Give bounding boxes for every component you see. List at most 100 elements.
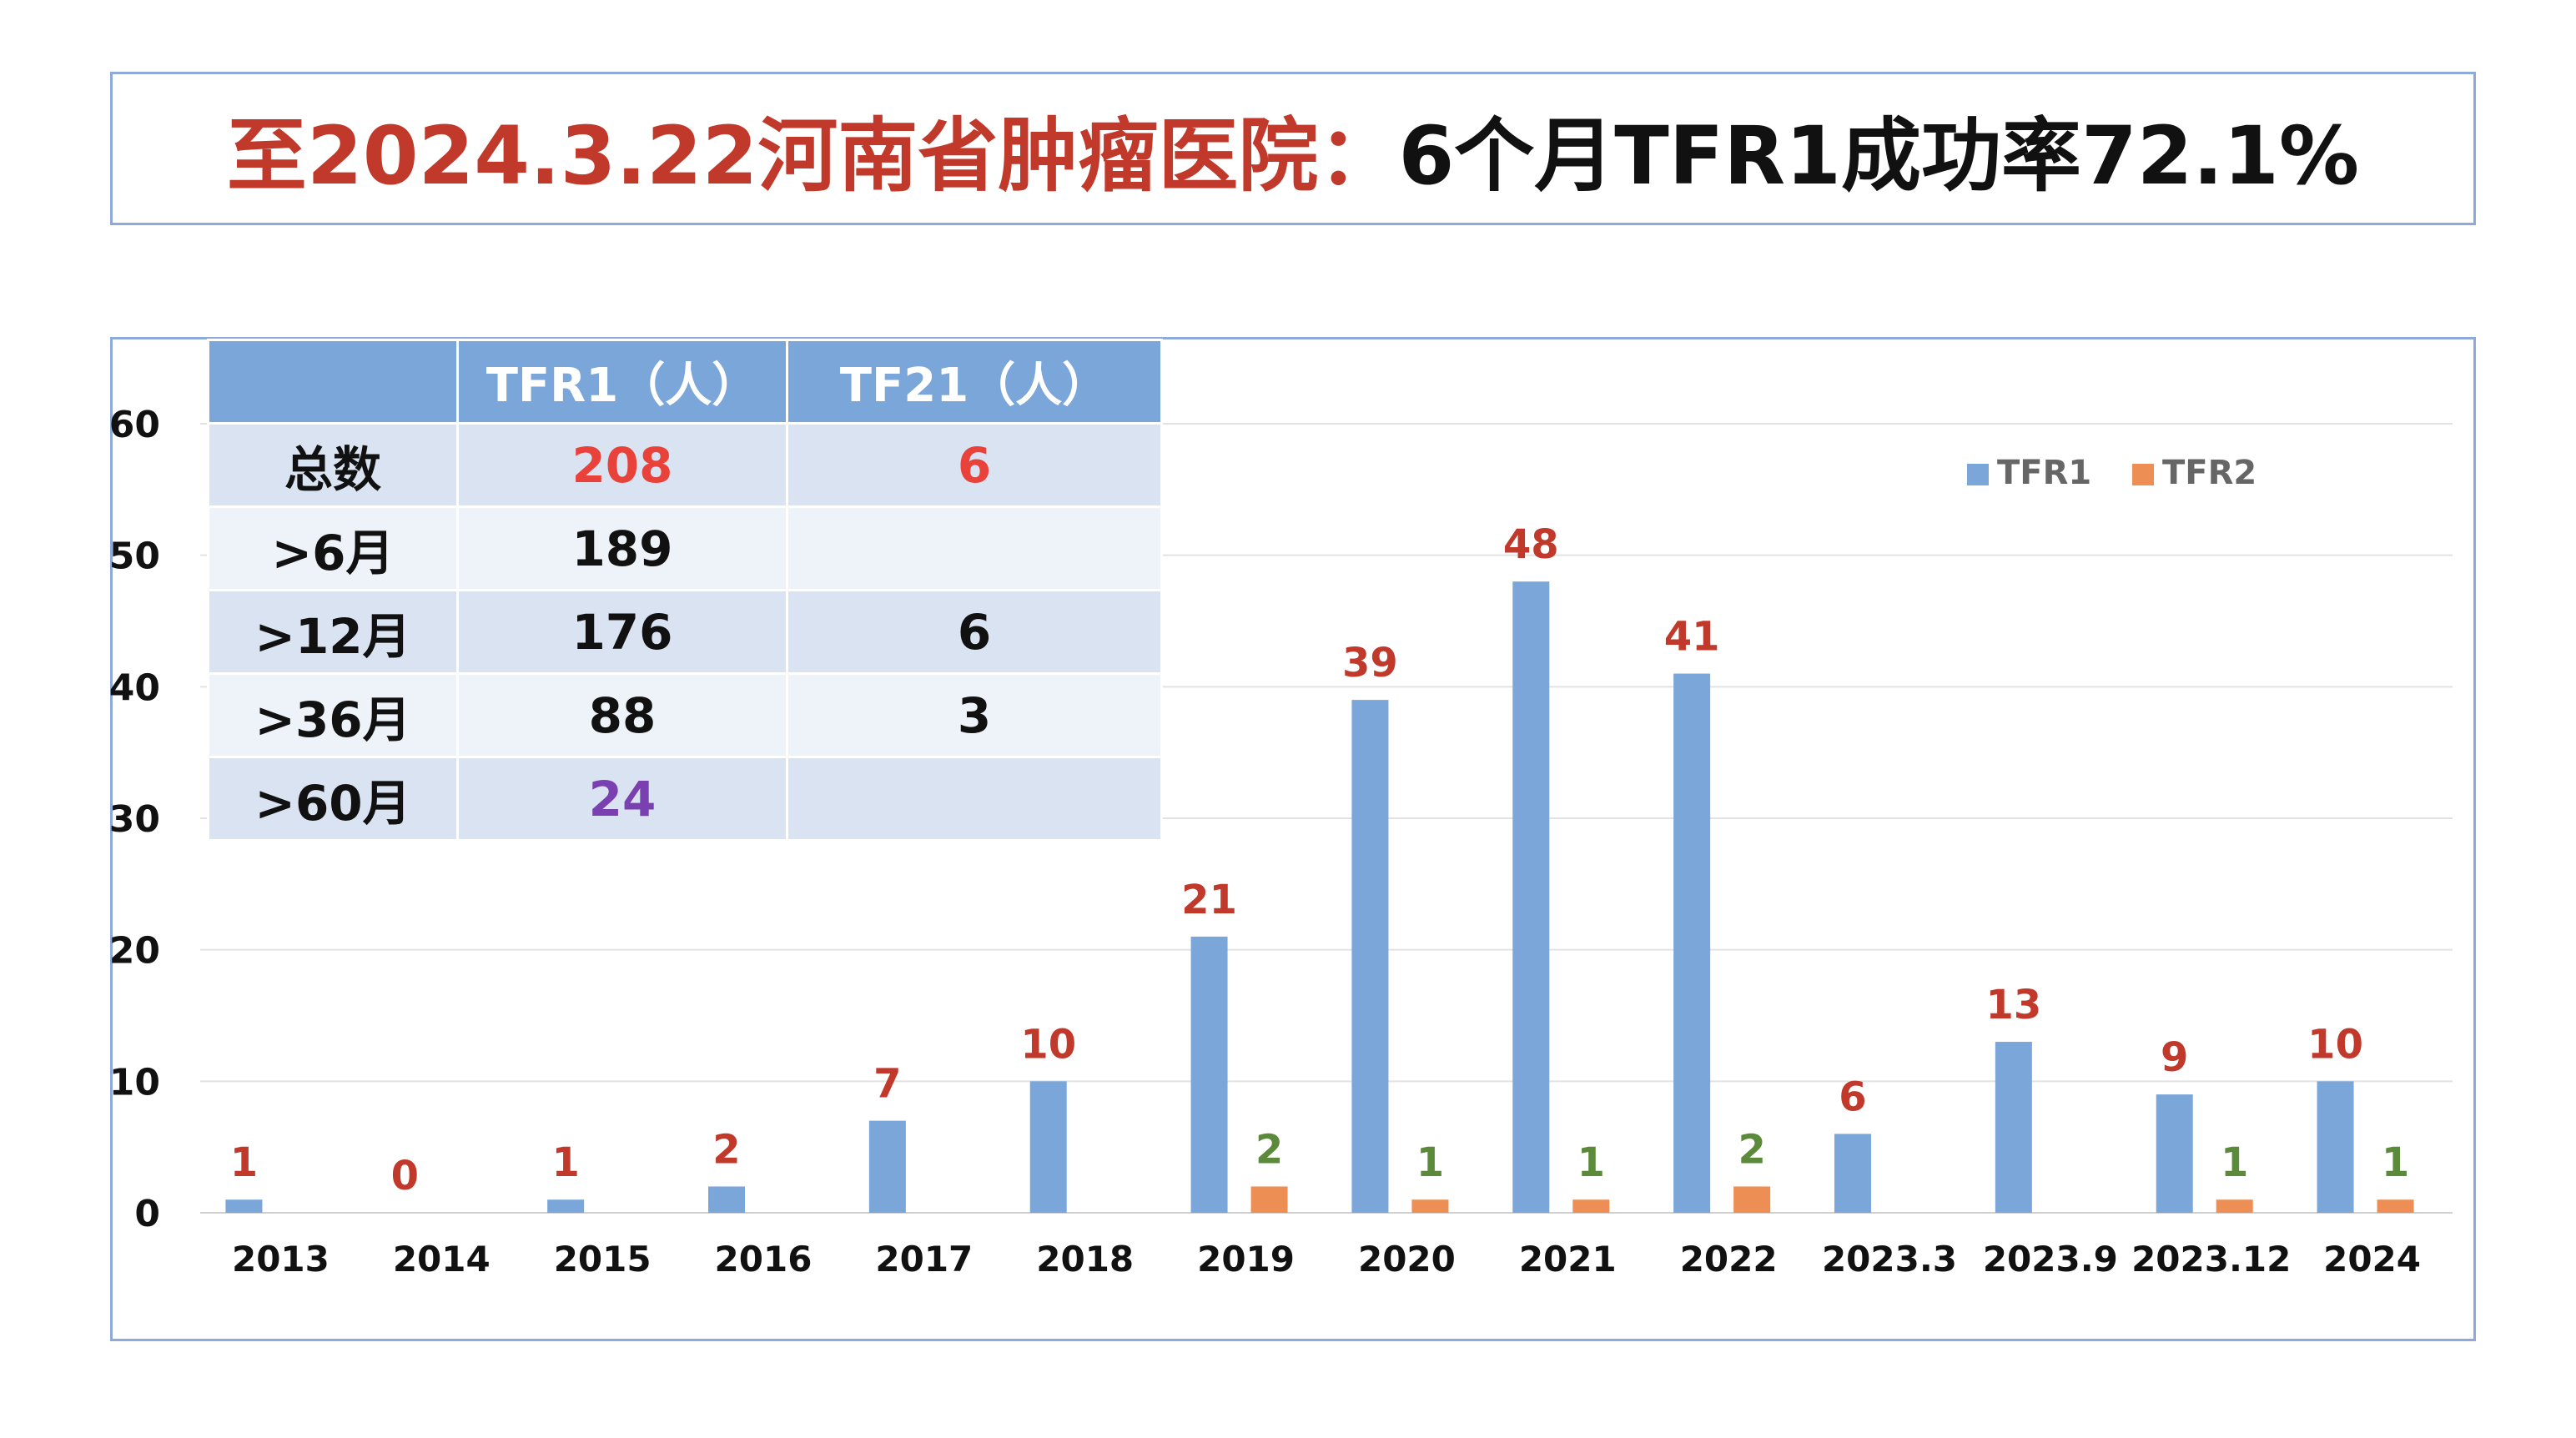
cell-tfr1: 176: [456, 589, 788, 675]
data-label-tfr1: 9: [2161, 1034, 2188, 1081]
row-label: >12月: [207, 589, 459, 675]
bar-tfr1: [547, 1199, 585, 1213]
title-red-part: 至2024.3.22河南省肿瘤医院：: [226, 108, 1399, 203]
x-tick-label: 2021: [1519, 1239, 1617, 1280]
row-label: >36月: [207, 672, 459, 758]
data-label-tfr2: 1: [2221, 1139, 2248, 1186]
legend-label-tfr2: TFR2: [2162, 454, 2257, 492]
data-label-tfr1: 1: [230, 1139, 258, 1186]
bar-tfr2: [2216, 1199, 2253, 1213]
y-tick-labels: 0 10 20 30 40 50 60: [109, 404, 160, 1235]
bar-tfr1: [1029, 1081, 1067, 1213]
table-row: >12月 176 6: [207, 589, 1163, 675]
bar-tfr2: [1733, 1186, 1771, 1213]
x-tick-label: 2022: [1680, 1239, 1778, 1280]
cell-tfr1: 189: [456, 505, 788, 591]
data-label-tfr1: 13: [1985, 982, 2041, 1028]
data-label-tfr1: 0: [391, 1153, 419, 1199]
table-header-row: TFR1（人） TF21（人）: [207, 339, 1163, 425]
x-tick-label: 2019: [1197, 1239, 1295, 1280]
cell-tfr2: 6: [786, 589, 1163, 675]
y-tick-label: 20: [109, 930, 160, 973]
bar-tfr2: [1572, 1199, 1610, 1213]
data-label-tfr1: 1: [551, 1139, 579, 1186]
page-title: 至2024.3.22河南省肿瘤医院：6个月TFR1成功率72.1%: [227, 91, 2359, 207]
bar-tfr1: [2156, 1094, 2193, 1213]
title-black-part: 6个月TFR1成功率72.1%: [1398, 108, 2360, 203]
cell-tfr1: 88: [456, 672, 788, 758]
row-label: 总数: [207, 422, 459, 508]
legend-swatch-tfr1: [1967, 464, 1989, 485]
table-row: >6月 189: [207, 505, 1163, 591]
chart-frame: [110, 337, 2476, 1341]
table-header-tfr1: TFR1（人）: [456, 339, 788, 425]
x-tick-label: 2018: [1036, 1239, 1134, 1280]
bar-tfr1: [1834, 1134, 1871, 1213]
data-label-tfr2: 1: [2382, 1139, 2409, 1186]
cell-tfr2: [786, 756, 1163, 842]
data-label-tfr1: 48: [1503, 521, 1559, 568]
summary-table: TFR1（人） TF21（人） 总数 208 6 >6月 189 >12月 17…: [207, 339, 1163, 842]
bar-tfr1: [1673, 673, 1711, 1213]
legend-label-tfr1: TFR1: [1997, 454, 2091, 492]
table-row: >36月 88 3: [207, 672, 1163, 758]
bar-tfr1: [2317, 1081, 2354, 1213]
bar-tfr2: [2377, 1199, 2414, 1213]
cell-tfr2: [786, 505, 1163, 591]
data-label-tfr1: 41: [1664, 614, 1720, 661]
bar-tfr1: [1190, 936, 1228, 1213]
legend: TFR1 TFR2: [1967, 454, 2257, 492]
bar-tfr1: [708, 1186, 745, 1213]
y-tick-label: 60: [109, 404, 160, 446]
cell-tfr2: 6: [786, 422, 1163, 508]
data-label-tfr1: 21: [1181, 877, 1237, 923]
x-tick-label: 2015: [554, 1239, 652, 1280]
x-tick-label: 2023.9: [1983, 1239, 2118, 1280]
x-tick-label: 2023.3: [1822, 1239, 1957, 1280]
cell-tfr1: 24: [456, 756, 788, 842]
data-label-tfr2: 2: [1255, 1126, 1283, 1173]
y-tick-label: 30: [109, 798, 160, 841]
x-tick-label: 2017: [875, 1239, 973, 1280]
data-label-tfr1: 10: [2307, 1021, 2363, 1068]
y-tick-label: 40: [109, 666, 160, 709]
legend-swatch-tfr2: [2132, 464, 2154, 485]
y-tick-label: 10: [109, 1061, 160, 1104]
x-tick-label: 2024: [2323, 1239, 2421, 1280]
x-tick-label: 2013: [232, 1239, 330, 1280]
y-tick-label: 50: [109, 535, 160, 578]
x-tick-label: 2023.12: [2131, 1239, 2291, 1280]
bar-tfr1: [1512, 581, 1550, 1213]
table-header-tfr2: TF21（人）: [786, 339, 1163, 425]
y-tick-label: 0: [134, 1193, 160, 1235]
data-label-tfr1: 7: [873, 1061, 901, 1108]
cell-tfr1: 208: [456, 422, 788, 508]
row-label: >60月: [207, 756, 459, 842]
bar-tfr2: [1250, 1186, 1288, 1213]
title-box: 至2024.3.22河南省肿瘤医院：6个月TFR1成功率72.1%: [110, 72, 2476, 225]
bar-tfr1: [225, 1199, 263, 1213]
data-label-tfr1: 6: [1839, 1073, 1866, 1120]
x-tick-labels: 2013 2014 2015 2016 2017 2018 2019 2020 2021 2022…: [232, 1239, 2421, 1280]
x-tick-label: 2020: [1358, 1239, 1456, 1280]
table-row: >60月 24: [207, 756, 1163, 842]
cell-tfr2: 3: [786, 672, 1163, 758]
data-label-tfr1: 39: [1342, 640, 1398, 686]
bars: [225, 581, 2414, 1213]
row-label: >6月: [207, 505, 459, 591]
bar-tfr2: [1411, 1199, 1449, 1213]
data-label-tfr2: 2: [1738, 1126, 1765, 1173]
bar-tfr1: [1995, 1042, 2032, 1213]
table-header-empty: [207, 339, 459, 425]
x-tick-label: 2014: [393, 1239, 491, 1280]
data-label-tfr2: 1: [1416, 1139, 1444, 1186]
table-row: 总数 208 6: [207, 422, 1163, 508]
data-label-tfr1: 10: [1020, 1021, 1076, 1068]
data-label-tfr2: 1: [1577, 1139, 1605, 1186]
bar-tfr1: [868, 1120, 906, 1213]
x-tick-label: 2016: [715, 1239, 813, 1280]
data-label-tfr1: 2: [712, 1126, 740, 1173]
bar-tfr1: [1351, 700, 1389, 1213]
